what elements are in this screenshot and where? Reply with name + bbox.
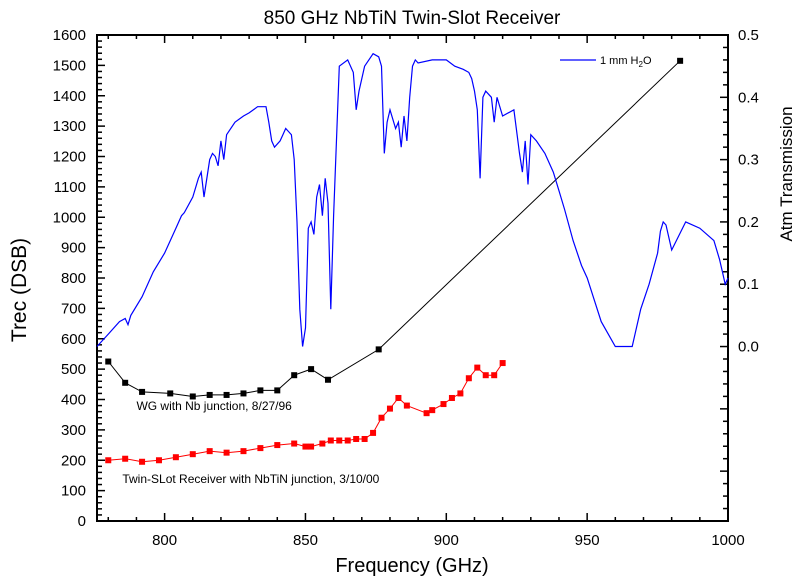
y-axis-title: Trec (DSB) <box>8 238 31 342</box>
y-tick-label: 1200 <box>53 149 86 166</box>
y2-tick-label: 0.5 <box>738 27 759 44</box>
data-point <box>206 448 213 455</box>
annotation-wg: WG with Nb junction, 8/27/96 <box>136 399 292 413</box>
series-0 <box>105 57 684 400</box>
data-point <box>403 402 410 409</box>
data-point <box>257 387 264 394</box>
y-tick-label: 1400 <box>53 88 86 105</box>
series-line <box>107 60 681 398</box>
data-point <box>448 394 455 401</box>
data-point <box>474 364 481 371</box>
y-tick-label: 0 <box>78 513 86 530</box>
data-point <box>336 437 343 444</box>
data-point <box>344 437 351 444</box>
data-point <box>308 443 315 450</box>
x-tick-label: 900 <box>434 532 459 549</box>
data-point <box>172 454 179 461</box>
data-point <box>482 372 489 379</box>
data-point <box>395 394 402 401</box>
data-point <box>105 457 112 464</box>
y-tick-label: 1300 <box>53 118 86 135</box>
data-point <box>324 376 331 383</box>
y-tick-label: 1000 <box>53 209 86 226</box>
x-tick-label: 800 <box>152 532 177 549</box>
data-point <box>206 391 213 398</box>
data-point <box>499 360 506 367</box>
series-line <box>96 52 729 348</box>
data-point <box>677 57 684 64</box>
data-point <box>122 455 129 462</box>
data-point <box>370 429 377 436</box>
data-point <box>302 443 309 450</box>
x-tick-label: 950 <box>575 532 600 549</box>
y-tick-label: 1500 <box>53 57 86 74</box>
x-axis-title: Frequency (GHz) <box>335 555 488 577</box>
data-point <box>423 410 430 417</box>
data-point <box>240 448 247 455</box>
data-point <box>319 440 326 447</box>
x-tick-labels: 800 850 900 950 1000 <box>152 532 745 549</box>
data-point <box>105 358 112 365</box>
data-point <box>291 440 298 447</box>
chart-title: 850 GHz NbTiN Twin-Slot Receiver <box>264 8 561 29</box>
data-point <box>361 435 368 442</box>
data-point <box>308 366 315 373</box>
x-tick-label: 850 <box>293 532 318 549</box>
y2-tick-label: 0.1 <box>738 276 759 293</box>
y-tick-label: 500 <box>61 361 86 378</box>
data-point <box>457 390 464 397</box>
data-point <box>240 390 247 397</box>
y-tick-label: 100 <box>61 483 86 500</box>
data-point <box>274 442 281 449</box>
data-point <box>465 375 472 382</box>
data-point <box>189 393 196 400</box>
series-layer <box>96 52 729 465</box>
annotation-twin-slot: Twin-SLot Receiver with NbTiN junction, … <box>122 472 379 486</box>
data-point <box>122 379 129 386</box>
data-point <box>353 435 360 442</box>
y-tick-label: 700 <box>61 300 86 317</box>
y-tick-label: 1600 <box>53 27 86 44</box>
data-point <box>386 405 393 412</box>
axis-ticks <box>97 34 729 522</box>
y-tick-label: 300 <box>61 422 86 439</box>
legend-label: 1 mm H2O <box>600 55 652 69</box>
data-point <box>378 414 385 421</box>
y2-tick-labels: 0.0 0.1 0.2 0.3 0.4 0.5 <box>738 27 759 356</box>
series-2 <box>96 52 729 348</box>
plot-frame <box>96 34 729 522</box>
data-point <box>167 390 174 397</box>
series-1 <box>105 360 506 465</box>
data-point <box>155 457 162 464</box>
data-point <box>139 388 146 395</box>
data-point <box>257 445 264 452</box>
y-tick-label: 600 <box>61 331 86 348</box>
data-point <box>327 437 334 444</box>
legend: 1 mm H2O <box>560 55 652 69</box>
data-point <box>291 372 298 379</box>
y-tick-label: 1100 <box>54 179 86 196</box>
y2-tick-label: 0.3 <box>738 152 759 169</box>
y2-axis-title: Atm Transmission <box>777 106 796 241</box>
y2-tick-label: 0.2 <box>738 214 759 231</box>
y2-tick-label: 0.4 <box>738 89 759 106</box>
x-tick-label: 1000 <box>711 532 744 549</box>
data-point <box>440 401 447 408</box>
y-tick-label: 400 <box>61 392 86 409</box>
data-point <box>491 372 498 379</box>
data-point <box>429 407 436 414</box>
data-point <box>223 449 230 456</box>
y-tick-label: 900 <box>61 240 86 257</box>
data-point <box>189 451 196 458</box>
data-point <box>274 387 281 394</box>
y-tick-labels: 0 100 200 300 400 500 600 700 800 900 1000 1100 1200… <box>53 27 86 530</box>
y2-tick-label: 0.0 <box>738 339 759 356</box>
data-point <box>139 458 146 465</box>
y-tick-label: 800 <box>61 270 86 287</box>
y-tick-label: 200 <box>61 452 86 469</box>
data-point <box>223 391 230 398</box>
data-point <box>375 346 382 353</box>
